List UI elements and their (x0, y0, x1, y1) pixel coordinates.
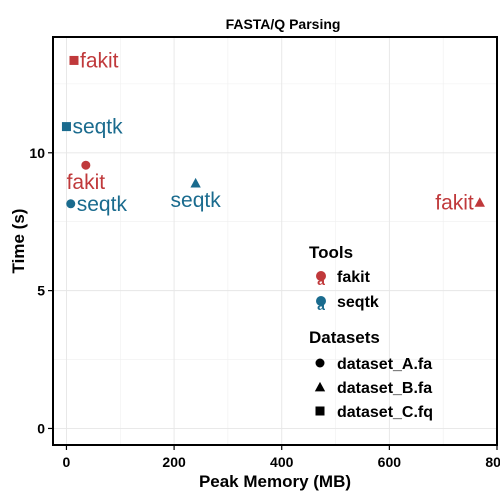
point-seqtk-dataset-C-fq (61, 122, 71, 132)
point-label-4: fakit (80, 49, 119, 72)
chart-title: FASTA/Q Parsing (226, 16, 341, 32)
x-tick-label-3: 600 (378, 454, 402, 470)
legend-label-seqtk: seqtk (337, 294, 379, 311)
axis-ticks: 0 200 400 600 800 0 5 10 (29, 145, 500, 470)
legend-label-dataset-A-fa: dataset_A.fa (337, 356, 432, 373)
x-axis-title: Peak Memory (MB) (199, 472, 351, 491)
point-fakit-dataset-B-fa (474, 197, 485, 207)
y-tick-label-0: 0 (37, 420, 45, 436)
point-label-0: fakit (67, 171, 106, 194)
legend-key-fakit (316, 271, 326, 281)
x-tick-label-1: 200 (162, 454, 186, 470)
legend-title-tools: Tools (309, 243, 353, 262)
point-label-3: seqtk (171, 189, 222, 212)
point-seqtk-dataset-A-fa (66, 199, 76, 209)
point-seqtk-dataset-B-fa (190, 177, 201, 188)
x-tick-label-0: 0 (63, 454, 71, 470)
x-tick-label-4: 800 (485, 454, 500, 470)
legend-key-dataset-B-fa (314, 381, 326, 392)
legend-label-fakit: fakit (337, 269, 371, 286)
legend-key-glyph-seqtk: a (317, 297, 325, 313)
legend-key-glyph-fakit: a (317, 272, 325, 288)
point-fakit-dataset-C-fq (69, 55, 79, 65)
y-tick-label-1: 5 (37, 283, 45, 299)
x-tick-label-2: 400 (270, 454, 294, 470)
legend-key-seqtk (316, 296, 326, 306)
legend-key-dataset-C-fq (315, 406, 325, 416)
point-label-1: seqtk (77, 193, 128, 216)
y-axis-title: Time (s) (9, 209, 28, 274)
legend-title-datasets: Datasets (309, 328, 380, 347)
legend-key-dataset-A-fa (315, 358, 325, 368)
point-label-5: seqtk (72, 116, 123, 139)
y-tick-label-2: 10 (29, 145, 45, 161)
plot-panel-border (52, 36, 498, 446)
data-points (61, 55, 485, 209)
point-label-2: fakit (435, 191, 474, 214)
point-fakit-dataset-A-fa (81, 160, 91, 170)
legend-label-dataset-C-fq: dataset_C.fq (337, 404, 433, 421)
legend-label-dataset-B-fa: dataset_B.fa (337, 380, 432, 397)
